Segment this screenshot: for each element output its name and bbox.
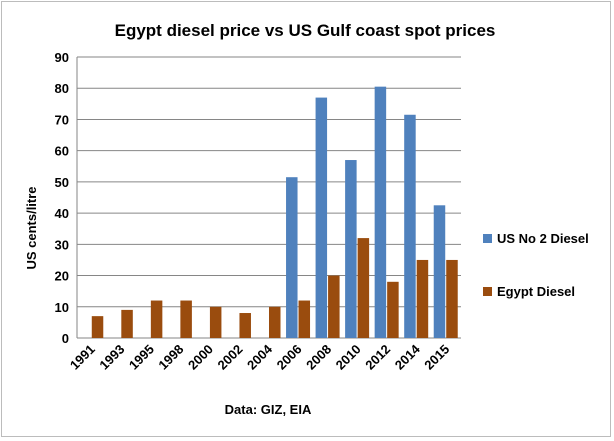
bar-us-no2-diesel-2010	[345, 160, 357, 338]
bar-egypt-diesel-1995	[150, 300, 163, 338]
x-tick-labels: 1991199319951998200020022004200620082010…	[67, 341, 453, 373]
bar-egypt-diesel-2010	[357, 238, 370, 338]
x-tick-label: 1995	[126, 342, 157, 373]
legend: US No 2 Diesel Egypt Diesel	[483, 231, 589, 299]
y-tick-label: 70	[55, 112, 69, 127]
legend-label: US No 2 Diesel	[497, 231, 589, 246]
chart-title: Egypt diesel price vs US Gulf coast spot…	[115, 21, 496, 40]
x-tick-label: 1998	[155, 342, 186, 373]
x-tick-label: 2014	[392, 341, 424, 373]
bar-us-no2-diesel-2008	[315, 97, 328, 338]
y-tick-label: 30	[55, 237, 69, 252]
legend-swatch	[483, 287, 492, 296]
y-tick-label: 40	[55, 206, 69, 221]
x-tick-label: 2008	[303, 342, 334, 373]
x-axis-label: Data: GIZ, EIA	[225, 402, 312, 417]
legend-label: Egypt Diesel	[497, 284, 575, 299]
bar-us-no2-diesel-2006	[286, 177, 298, 338]
bar-us-no2-diesel-2012	[374, 86, 387, 339]
y-tick-label: 80	[55, 81, 69, 96]
y-tick-label: 0	[62, 331, 69, 346]
bar-us-no2-diesel-2014	[404, 114, 416, 338]
bars	[91, 86, 458, 339]
x-tick-label: 2002	[215, 342, 246, 373]
y-tick-label: 10	[55, 300, 69, 315]
bar-egypt-diesel-2002	[239, 313, 251, 338]
x-tick-label: 2012	[362, 342, 393, 373]
y-tick-label: 20	[55, 269, 69, 284]
y-tick-label: 90	[55, 50, 69, 65]
x-tick-label: 2010	[333, 342, 364, 373]
bar-egypt-diesel-2006	[298, 300, 311, 338]
bar-us-no2-diesel-2015	[433, 205, 446, 338]
bar-egypt-diesel-1991	[91, 316, 104, 338]
legend-swatch	[483, 234, 492, 243]
x-tick-label: 1991	[67, 342, 98, 373]
bar-egypt-diesel-1993	[121, 309, 133, 338]
bar-egypt-diesel-2012	[387, 281, 399, 338]
bar-egypt-diesel-2004	[269, 306, 281, 338]
bar-egypt-diesel-2015	[446, 259, 458, 338]
bar-egypt-diesel-2008	[328, 275, 340, 338]
y-tick-label: 50	[55, 175, 69, 190]
x-tick-label: 1993	[96, 342, 127, 373]
y-tick-label: 60	[55, 144, 69, 159]
y-axis-label: US cents/litre	[24, 186, 39, 269]
x-tick-label: 2015	[421, 342, 452, 373]
bar-egypt-diesel-2014	[416, 259, 429, 338]
x-tick-label: 2006	[274, 342, 305, 373]
x-tick-label: 2000	[185, 342, 216, 373]
bar-egypt-diesel-2000	[209, 306, 222, 338]
x-tick-label: 2004	[244, 341, 276, 373]
gridlines	[77, 56, 461, 308]
y-tick-labels: 0 10 20 30 40 50 60 70 80 90	[55, 50, 69, 346]
bar-egypt-diesel-1998	[180, 300, 192, 338]
